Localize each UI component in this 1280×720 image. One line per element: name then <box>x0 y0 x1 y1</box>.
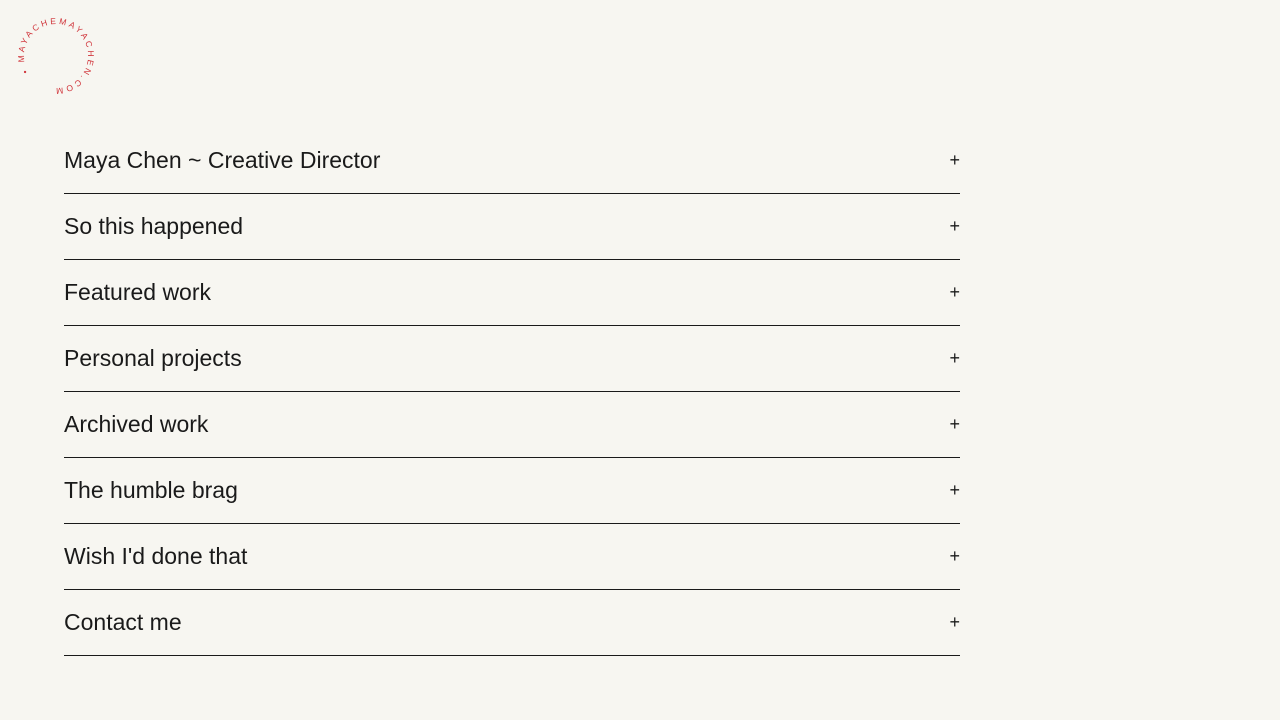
accordion-item-label: Maya Chen ~ Creative Director <box>64 147 381 173</box>
accordion-item[interactable]: The humble brag + <box>64 458 960 524</box>
accordion-item-label: Personal projects <box>64 345 242 371</box>
svg-text:• MAYACHEMAYACHEN.COM: • MAYACHEMAYACHEN.COM <box>16 16 96 96</box>
plus-icon[interactable]: + <box>949 348 960 368</box>
plus-icon[interactable]: + <box>949 612 960 632</box>
accordion-item[interactable]: Maya Chen ~ Creative Director + <box>64 128 960 194</box>
plus-icon[interactable]: + <box>949 546 960 566</box>
accordion-item[interactable]: Contact me + <box>64 590 960 656</box>
accordion: Maya Chen ~ Creative Director + So this ha… <box>64 128 960 656</box>
plus-icon[interactable]: + <box>949 480 960 500</box>
accordion-item-label: Contact me <box>64 609 182 635</box>
accordion-item[interactable]: Featured work + <box>64 260 960 326</box>
accordion-item[interactable]: Archived work + <box>64 392 960 458</box>
plus-icon[interactable]: + <box>949 216 960 236</box>
accordion-item[interactable]: So this happened + <box>64 194 960 260</box>
plus-icon[interactable]: + <box>949 282 960 302</box>
plus-icon[interactable]: + <box>949 150 960 170</box>
accordion-item-label: Wish I'd done that <box>64 543 248 569</box>
accordion-item-label: Featured work <box>64 279 212 305</box>
accordion-item-label: Archived work <box>64 411 209 437</box>
accordion-item-label: The humble brag <box>64 477 238 503</box>
plus-icon[interactable]: + <box>949 414 960 434</box>
accordion-item[interactable]: Wish I'd done that + <box>64 524 960 590</box>
logo[interactable]: • MAYACHEMAYACHEN.COM <box>1 1 111 111</box>
accordion-item[interactable]: Personal projects + <box>64 326 960 392</box>
accordion-item-label: So this happened <box>64 213 244 239</box>
